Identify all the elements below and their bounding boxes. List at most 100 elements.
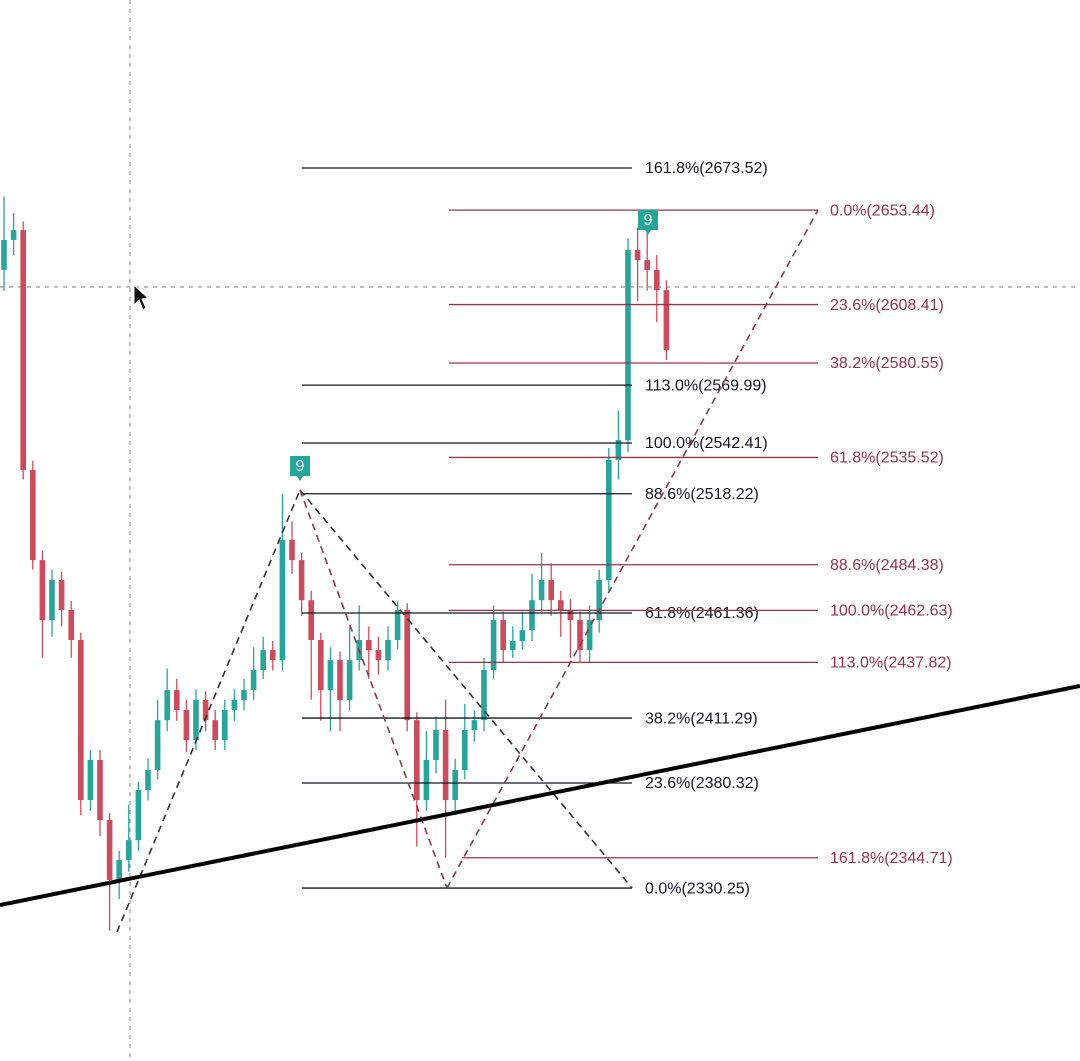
fib-label: 100.0%(2542.41): [645, 435, 768, 452]
pattern-leg: [299, 489, 633, 889]
candle-body: [241, 690, 247, 700]
candle-body: [298, 560, 305, 601]
markers: 99: [290, 210, 658, 481]
candle-body: [414, 720, 420, 801]
candle-body: [250, 669, 257, 691]
candle-body: [423, 759, 430, 801]
candle-body: [308, 600, 314, 640]
candle-body: [394, 610, 401, 640]
fib-label: 100.0%(2462.63): [830, 603, 953, 620]
fib-label: 23.6%(2380.32): [645, 775, 759, 792]
candle-body: [634, 250, 641, 261]
candle-body: [164, 690, 170, 721]
candle-body: [1, 239, 7, 270]
fib-label: 113.0%(2437.82): [830, 655, 952, 672]
candle-body: [538, 580, 545, 601]
candle-body: [116, 860, 122, 880]
mouse-cursor: [133, 283, 150, 311]
candle-body: [490, 620, 497, 670]
candle-body: [183, 710, 190, 741]
candle-body: [346, 660, 353, 700]
fib-label: 161.8%(2673.52): [645, 160, 768, 177]
candle-body: [548, 580, 554, 601]
candle-body: [385, 639, 391, 661]
fib-label: 161.8%(2344.71): [830, 850, 953, 867]
fib-label: 38.2%(2580.55): [830, 355, 944, 372]
candles: [1, 196, 670, 931]
candle-body: [433, 729, 439, 760]
fib-label: 61.8%(2461.36): [645, 605, 759, 622]
candle-body: [644, 260, 650, 270]
candle-body: [39, 560, 46, 621]
candle-body: [126, 840, 132, 861]
candle-body: [529, 600, 535, 631]
candle-body: [337, 660, 343, 700]
fib-label: 88.6%(2484.38): [830, 557, 944, 574]
candle-body: [135, 789, 142, 841]
candle-body: [10, 230, 17, 240]
candle-body: [202, 699, 209, 721]
pattern-leg: [116, 489, 301, 933]
harmonic-pattern: [116, 209, 819, 933]
candle-body: [222, 710, 228, 741]
candle-body: [318, 639, 324, 691]
candle-body: [558, 600, 564, 611]
candle-body: [510, 641, 516, 651]
candle-body: [212, 720, 218, 741]
candle-body: [442, 729, 449, 801]
trend-line: [0, 684, 1080, 907]
candle-body: [87, 759, 94, 801]
candle-body: [289, 539, 295, 561]
candle-body: [404, 610, 410, 721]
fib-label: 23.6%(2608.41): [830, 297, 944, 314]
candle-body: [30, 470, 36, 561]
fib-label: 0.0%(2653.44): [830, 202, 935, 219]
candle-body: [567, 610, 574, 621]
candle-body: [58, 580, 65, 611]
pattern-leg: [446, 209, 819, 889]
pattern-leg: [299, 489, 448, 889]
candle-body: [193, 699, 199, 741]
candle-body: [471, 720, 478, 730]
candle-body: [68, 610, 74, 640]
candle-body: [519, 630, 526, 642]
candle-body: [270, 650, 276, 661]
marker-badge: [290, 456, 310, 481]
marker-label: 9: [296, 458, 305, 475]
candle-body: [654, 269, 660, 291]
candle-body: [279, 539, 286, 661]
candle-body: [452, 770, 458, 801]
candle-body: [231, 699, 238, 711]
fib-label: 113.0%(2569.99): [645, 377, 767, 394]
candle-body: [462, 729, 468, 771]
candle-body: [663, 290, 670, 351]
candle-body: [375, 650, 382, 661]
candle-body: [481, 669, 487, 721]
fib-label: 0.0%(2330.25): [645, 880, 750, 897]
fib-levels: 161.8%(2673.52) 113.0%(2569.99) 100.0%(254…: [302, 160, 953, 897]
candle-body: [174, 690, 180, 711]
candle-body: [20, 230, 26, 471]
candle-body: [500, 620, 506, 651]
candle-body: [577, 620, 583, 651]
candle-body: [586, 620, 593, 651]
fib-label: 88.6%(2518.22): [645, 486, 759, 503]
candle-body: [49, 580, 55, 621]
fib-label: 61.8%(2535.52): [830, 450, 944, 467]
candle-body: [615, 440, 622, 461]
candle-body: [327, 660, 334, 691]
candle-body: [625, 250, 631, 441]
candle-body: [106, 819, 113, 880]
candle-body: [78, 639, 84, 801]
candle-body: [145, 770, 151, 790]
candle-body: [366, 639, 372, 651]
fib-label: 38.2%(2411.29): [645, 710, 758, 727]
candle-body: [596, 580, 602, 621]
candle-body: [606, 460, 612, 581]
candle-body: [154, 720, 161, 771]
candle-body: [97, 759, 103, 820]
marker-badge: [638, 210, 658, 235]
marker-label: 9: [644, 212, 653, 229]
